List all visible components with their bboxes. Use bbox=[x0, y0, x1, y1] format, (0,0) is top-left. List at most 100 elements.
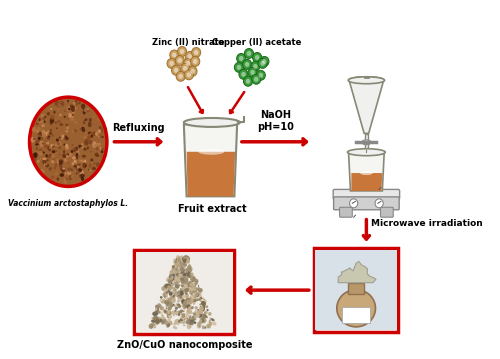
Ellipse shape bbox=[182, 320, 184, 322]
Ellipse shape bbox=[166, 291, 168, 294]
Circle shape bbox=[375, 199, 383, 208]
Ellipse shape bbox=[194, 311, 198, 316]
Ellipse shape bbox=[95, 132, 98, 136]
Ellipse shape bbox=[76, 169, 78, 171]
Ellipse shape bbox=[101, 150, 103, 153]
Ellipse shape bbox=[192, 295, 196, 300]
Circle shape bbox=[242, 60, 252, 69]
Ellipse shape bbox=[183, 273, 186, 276]
Ellipse shape bbox=[177, 270, 180, 273]
Ellipse shape bbox=[72, 168, 74, 171]
Ellipse shape bbox=[186, 320, 190, 324]
Ellipse shape bbox=[196, 314, 199, 318]
Ellipse shape bbox=[182, 275, 185, 279]
Ellipse shape bbox=[192, 279, 194, 281]
Ellipse shape bbox=[55, 102, 58, 106]
Polygon shape bbox=[184, 125, 237, 196]
Circle shape bbox=[184, 59, 192, 68]
Circle shape bbox=[258, 73, 263, 78]
Ellipse shape bbox=[194, 292, 198, 297]
Ellipse shape bbox=[190, 286, 193, 291]
Ellipse shape bbox=[42, 151, 45, 154]
Ellipse shape bbox=[168, 284, 172, 289]
Circle shape bbox=[260, 56, 269, 66]
Ellipse shape bbox=[46, 154, 48, 158]
Ellipse shape bbox=[62, 168, 65, 170]
Ellipse shape bbox=[188, 267, 192, 271]
Ellipse shape bbox=[180, 293, 184, 297]
Ellipse shape bbox=[76, 148, 80, 153]
Ellipse shape bbox=[180, 289, 184, 294]
Ellipse shape bbox=[162, 320, 164, 323]
Ellipse shape bbox=[187, 282, 192, 288]
Ellipse shape bbox=[170, 298, 176, 303]
Ellipse shape bbox=[149, 325, 153, 328]
Ellipse shape bbox=[168, 275, 173, 280]
Ellipse shape bbox=[151, 320, 156, 323]
Ellipse shape bbox=[185, 275, 188, 278]
Ellipse shape bbox=[188, 317, 192, 322]
Ellipse shape bbox=[187, 266, 192, 271]
Ellipse shape bbox=[190, 289, 193, 291]
Ellipse shape bbox=[148, 323, 154, 329]
Ellipse shape bbox=[68, 108, 70, 110]
Ellipse shape bbox=[62, 169, 66, 173]
Ellipse shape bbox=[166, 283, 170, 288]
Ellipse shape bbox=[72, 156, 76, 160]
Ellipse shape bbox=[180, 268, 184, 271]
Ellipse shape bbox=[190, 294, 194, 298]
Ellipse shape bbox=[184, 299, 187, 303]
Ellipse shape bbox=[87, 146, 89, 149]
Ellipse shape bbox=[153, 316, 158, 321]
Ellipse shape bbox=[46, 140, 48, 143]
Ellipse shape bbox=[180, 291, 182, 294]
Ellipse shape bbox=[47, 159, 48, 162]
Ellipse shape bbox=[183, 288, 186, 291]
Ellipse shape bbox=[202, 313, 203, 316]
Ellipse shape bbox=[186, 258, 188, 260]
Ellipse shape bbox=[37, 131, 41, 136]
Ellipse shape bbox=[181, 299, 186, 305]
Ellipse shape bbox=[169, 274, 172, 278]
Ellipse shape bbox=[50, 154, 52, 156]
Ellipse shape bbox=[82, 163, 86, 168]
Ellipse shape bbox=[168, 306, 172, 311]
Ellipse shape bbox=[78, 154, 79, 155]
Ellipse shape bbox=[62, 137, 64, 139]
Circle shape bbox=[250, 70, 255, 75]
Ellipse shape bbox=[164, 300, 170, 305]
Ellipse shape bbox=[154, 318, 158, 322]
Ellipse shape bbox=[75, 155, 78, 159]
Ellipse shape bbox=[177, 290, 184, 295]
Ellipse shape bbox=[200, 306, 204, 311]
Ellipse shape bbox=[155, 318, 160, 325]
Ellipse shape bbox=[90, 158, 94, 162]
Ellipse shape bbox=[186, 310, 189, 313]
Ellipse shape bbox=[58, 140, 60, 142]
Ellipse shape bbox=[192, 312, 195, 316]
Ellipse shape bbox=[44, 163, 46, 167]
Ellipse shape bbox=[57, 120, 60, 123]
Ellipse shape bbox=[182, 276, 184, 280]
Ellipse shape bbox=[194, 309, 199, 314]
Ellipse shape bbox=[191, 297, 196, 302]
Ellipse shape bbox=[57, 142, 60, 145]
Ellipse shape bbox=[209, 322, 212, 326]
Ellipse shape bbox=[40, 132, 42, 136]
Ellipse shape bbox=[66, 106, 70, 111]
Ellipse shape bbox=[197, 314, 200, 318]
Ellipse shape bbox=[62, 154, 66, 158]
Ellipse shape bbox=[179, 293, 182, 297]
Ellipse shape bbox=[188, 288, 190, 290]
Ellipse shape bbox=[184, 290, 187, 293]
Ellipse shape bbox=[169, 273, 173, 276]
Ellipse shape bbox=[202, 325, 205, 329]
Ellipse shape bbox=[184, 318, 186, 320]
Circle shape bbox=[175, 56, 184, 65]
Ellipse shape bbox=[60, 167, 64, 171]
Ellipse shape bbox=[186, 299, 190, 304]
Ellipse shape bbox=[168, 279, 172, 284]
Ellipse shape bbox=[182, 313, 186, 318]
Ellipse shape bbox=[35, 143, 38, 146]
Ellipse shape bbox=[177, 300, 179, 303]
